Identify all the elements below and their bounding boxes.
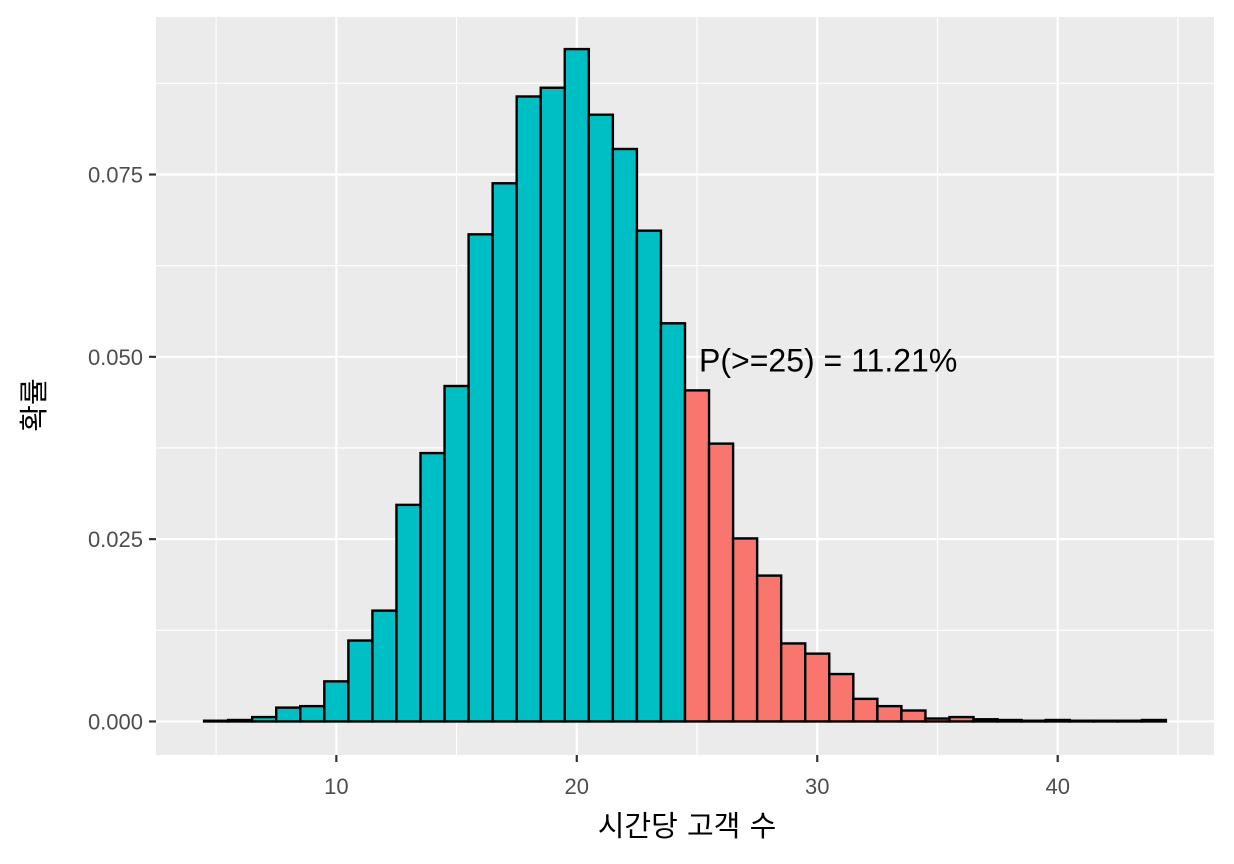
histogram-bar (611, 147, 639, 723)
histogram-bar (707, 442, 735, 723)
histogram-bar (299, 704, 326, 723)
histogram-bar (972, 718, 999, 723)
histogram-bar (419, 451, 446, 723)
histogram-bar (804, 652, 831, 723)
histogram-bar (515, 95, 542, 723)
histogram-bar (1068, 719, 1095, 723)
y-tick-label: 0.000 (88, 709, 143, 734)
histogram-bar (1092, 719, 1120, 723)
histogram-bar (852, 697, 879, 723)
x-tick-label: 40 (1045, 774, 1069, 799)
histogram-bar (347, 639, 374, 723)
histogram-bar (779, 642, 807, 723)
histogram-bar (1116, 719, 1144, 723)
histogram-bars (202, 47, 1168, 723)
histogram-bar (371, 609, 398, 723)
probability-annotation: P(>=25) = 11.21% (699, 342, 957, 378)
y-axis-title: 확률 (17, 378, 51, 431)
histogram-bar (996, 718, 1023, 723)
histogram-bar (226, 718, 254, 723)
histogram-bar (876, 704, 903, 723)
histogram-bar (1044, 718, 1071, 723)
histogram-bar (659, 322, 687, 723)
histogram-bar (900, 709, 927, 723)
histogram-bar (587, 113, 615, 723)
histogram-bar (250, 715, 278, 723)
y-axis: 0.000 0.025 0.050 0.075 (88, 163, 156, 734)
histogram-bar (635, 229, 663, 723)
y-tick-label: 0.050 (88, 345, 143, 370)
histogram-bar (395, 503, 422, 723)
histogram-bar (491, 182, 518, 723)
x-tick-label: 20 (565, 774, 589, 799)
y-tick-label: 0.025 (88, 527, 143, 552)
histogram-bar (1140, 718, 1168, 723)
x-tick-label: 30 (805, 774, 829, 799)
x-tick-label: 10 (324, 774, 348, 799)
histogram-bar (1020, 719, 1047, 723)
y-tick-label: 0.075 (88, 163, 143, 188)
histogram-bar (443, 384, 470, 723)
histogram-bar (924, 717, 951, 723)
histogram-bar (731, 537, 759, 723)
histogram-bar (755, 574, 783, 723)
histogram-bar (539, 86, 566, 723)
histogram-bar (683, 389, 711, 723)
x-axis: 10 20 30 40 (324, 755, 1070, 799)
histogram-bar (202, 719, 230, 723)
histogram-bar (323, 680, 350, 723)
histogram-bar (948, 715, 975, 723)
x-axis-title: 시간당 고객 수 (598, 809, 777, 843)
histogram-bar (467, 233, 494, 723)
histogram-bar (563, 47, 591, 723)
histogram-bar (828, 672, 855, 723)
histogram-bar (275, 706, 302, 723)
